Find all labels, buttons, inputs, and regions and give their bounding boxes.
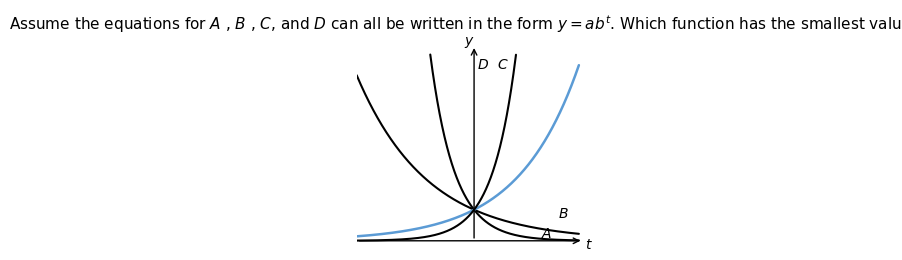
Text: $t$: $t$ — [584, 238, 593, 252]
Text: $C$: $C$ — [497, 58, 508, 72]
Text: $D$: $D$ — [477, 58, 489, 72]
Text: Assume the equations for $A$ , $B$ , $C$, and $D$ can all be written in the form: Assume the equations for $A$ , $B$ , $C$… — [9, 13, 902, 35]
Text: $B$: $B$ — [557, 207, 568, 222]
Text: $y$: $y$ — [463, 35, 474, 50]
Text: $A$: $A$ — [540, 227, 552, 241]
